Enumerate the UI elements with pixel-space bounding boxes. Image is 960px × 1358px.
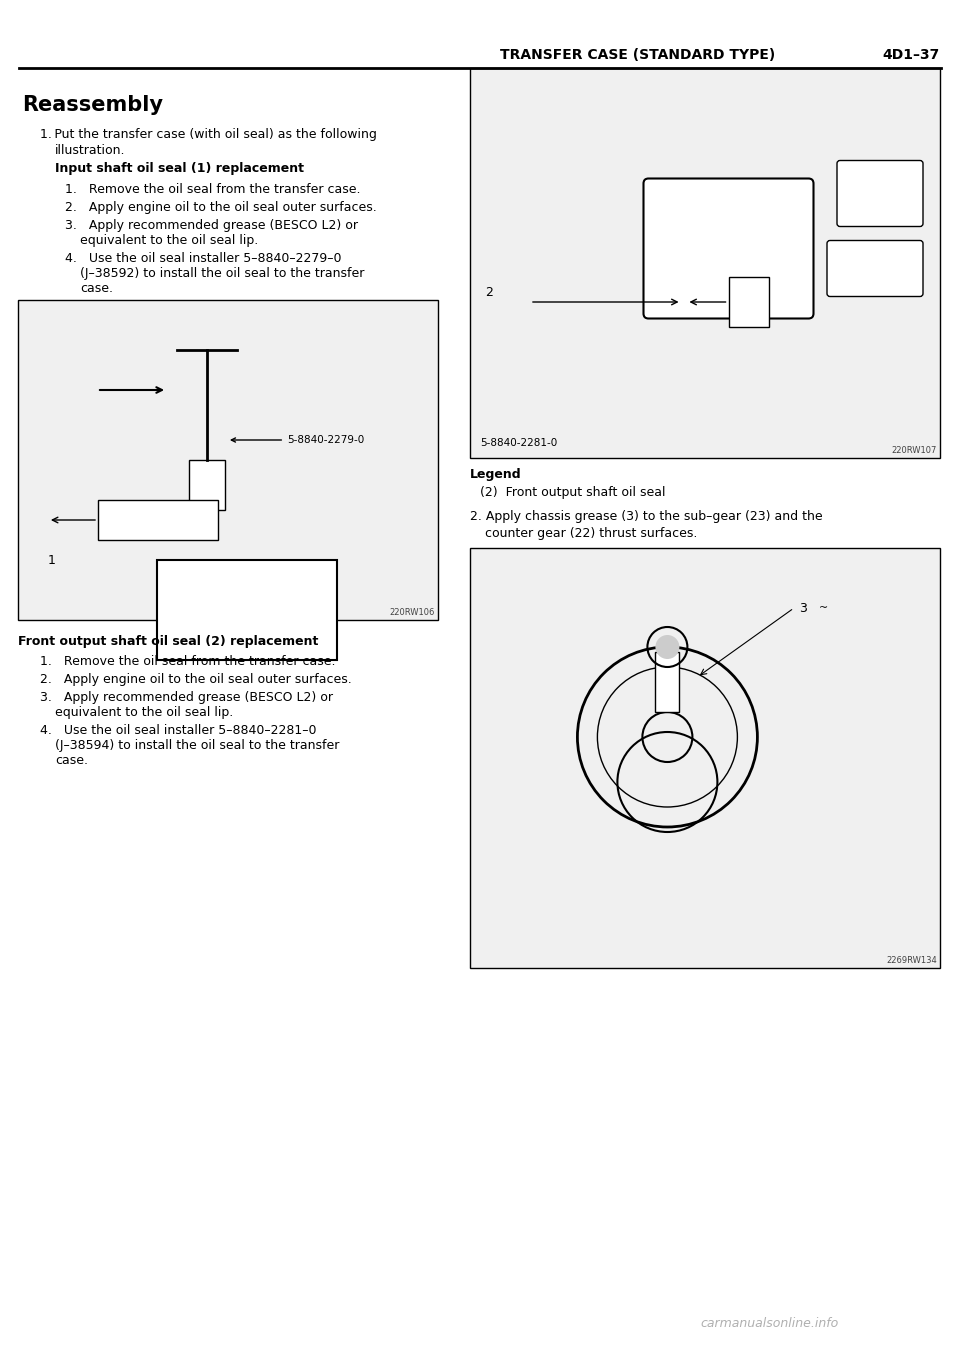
Bar [157, 559, 337, 660]
Text: 2. Apply chassis grease (3) to the sub–gear (23) and the: 2. Apply chassis grease (3) to the sub–g… [470, 511, 823, 523]
Text: Input shaft oil seal (1) replacement: Input shaft oil seal (1) replacement [55, 162, 304, 175]
Text: 1.   Remove the oil seal from the transfer case.: 1. Remove the oil seal from the transfer… [40, 655, 335, 668]
Text: TRANSFER CASE (STANDARD TYPE): TRANSFER CASE (STANDARD TYPE) [500, 48, 776, 62]
Text: 5-8840-2281-0: 5-8840-2281-0 [480, 439, 557, 448]
Text: 220RW107: 220RW107 [892, 445, 937, 455]
Bar [98, 500, 218, 540]
Text: Front output shaft oil seal (2) replacement: Front output shaft oil seal (2) replacem… [18, 636, 319, 648]
Text: Reassembly: Reassembly [22, 95, 163, 115]
FancyBboxPatch shape [643, 178, 813, 319]
Bar [18, 300, 438, 621]
Text: 2: 2 [485, 285, 492, 299]
Text: 5-8840-2279-0: 5-8840-2279-0 [231, 435, 364, 445]
FancyBboxPatch shape [827, 240, 923, 296]
Circle shape [656, 636, 680, 659]
Bar [470, 68, 940, 458]
Text: 4.   Use the oil seal installer 5–8840–2279–0: 4. Use the oil seal installer 5–8840–227… [65, 253, 342, 265]
Bar [470, 549, 940, 968]
FancyBboxPatch shape [837, 160, 923, 227]
Text: 1: 1 [48, 554, 56, 566]
Text: (J–38594) to install the oil seal to the transfer: (J–38594) to install the oil seal to the… [55, 739, 340, 752]
Bar [729, 277, 769, 327]
Text: counter gear (22) thrust surfaces.: counter gear (22) thrust surfaces. [485, 527, 697, 540]
Text: ~: ~ [819, 603, 828, 612]
Text: carmanualsonline.info: carmanualsonline.info [701, 1317, 839, 1329]
Bar [189, 460, 225, 511]
Text: (2)  Front output shaft oil seal: (2) Front output shaft oil seal [480, 486, 665, 498]
Text: 1.   Remove the oil seal from the transfer case.: 1. Remove the oil seal from the transfer… [65, 183, 361, 196]
Text: (J–38592) to install the oil seal to the transfer: (J–38592) to install the oil seal to the… [80, 268, 365, 280]
Text: 220RW106: 220RW106 [390, 608, 435, 617]
Text: equivalent to the oil seal lip.: equivalent to the oil seal lip. [55, 706, 233, 718]
Text: 3.   Apply recommended grease (BESCO L2) or: 3. Apply recommended grease (BESCO L2) o… [65, 219, 358, 232]
Text: 2.   Apply engine oil to the oil seal outer surfaces.: 2. Apply engine oil to the oil seal oute… [65, 201, 376, 215]
Bar [656, 652, 680, 712]
Text: 2.   Apply engine oil to the oil seal outer surfaces.: 2. Apply engine oil to the oil seal oute… [40, 674, 351, 686]
Text: 3: 3 [799, 602, 806, 615]
Text: Legend: Legend [470, 469, 521, 481]
Text: illustration.: illustration. [55, 144, 126, 158]
Text: 2269RW134: 2269RW134 [886, 956, 937, 966]
Text: 1. Put the transfer case (with oil seal) as the following: 1. Put the transfer case (with oil seal)… [40, 128, 377, 141]
Text: equivalent to the oil seal lip.: equivalent to the oil seal lip. [80, 234, 258, 247]
Text: 4D1–37: 4D1–37 [883, 48, 940, 62]
Text: 3.   Apply recommended grease (BESCO L2) or: 3. Apply recommended grease (BESCO L2) o… [40, 691, 333, 703]
Text: case.: case. [80, 282, 113, 295]
Text: case.: case. [55, 754, 88, 767]
Text: 4.   Use the oil seal installer 5–8840–2281–0: 4. Use the oil seal installer 5–8840–228… [40, 724, 317, 737]
